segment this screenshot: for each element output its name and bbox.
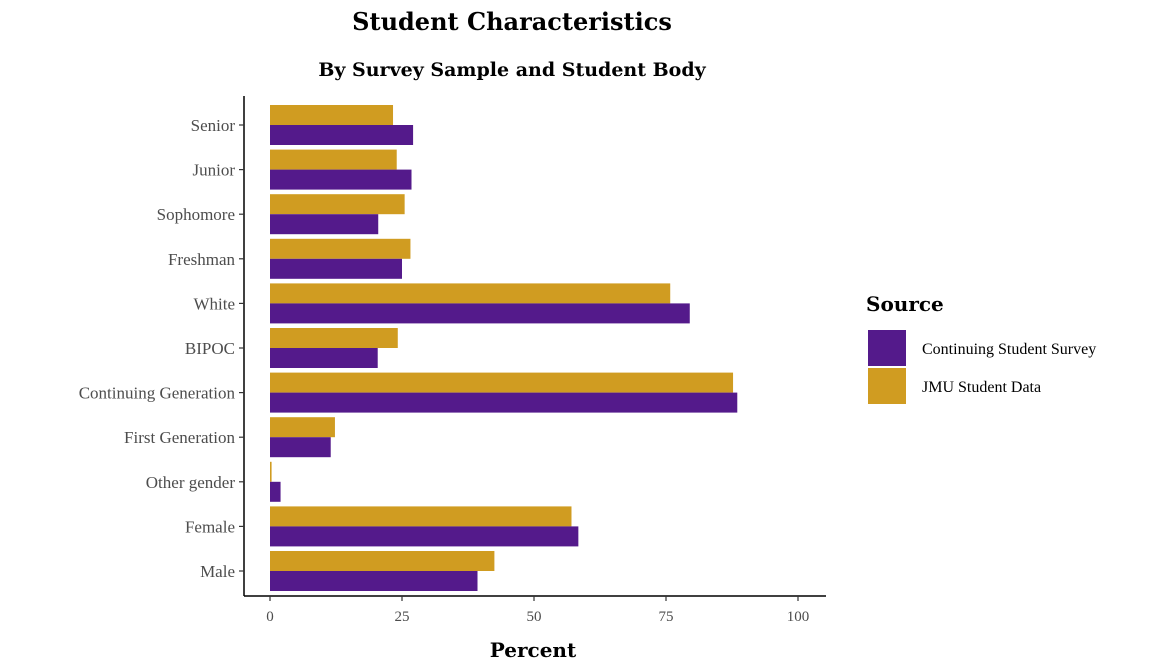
bar-survey-senior [270,125,414,145]
bar-survey-female [270,526,579,547]
x-tick-label-0: 0 [266,609,274,625]
y-tick-label-first-generation: First Generation [124,428,235,447]
bar-jmu-sophomore [270,194,405,215]
x-tick-label-100: 100 [787,609,810,625]
legend: Source Continuing Student Survey JMU Stu… [866,292,1096,404]
y-tick-label-female: Female [185,517,235,536]
legend-label-jmu: JMU Student Data [922,379,1041,396]
y-tick-label-junior: Junior [193,161,236,180]
bar-jmu-continuing-generation [270,372,734,393]
bars-group [270,105,738,591]
bar-jmu-senior [270,105,394,125]
legend-title: Source [866,292,944,316]
y-tick-label-bipoc: BIPOC [185,339,235,358]
legend-swatch-survey [868,330,906,366]
y-axis: Male Female Other gender First Generation Co… [79,96,245,596]
bar-jmu-white [270,283,671,304]
legend-label-survey: Continuing Student Survey [922,341,1096,358]
y-tick-label-continuing-generation: Continuing Generation [79,384,236,403]
bar-jmu-first-generation [270,417,335,438]
x-axis: 0 25 50 75 100 [244,595,826,625]
legend-swatch-jmu [868,368,906,404]
y-tick-label-other-gender: Other gender [146,473,236,492]
bar-survey-first-generation [270,437,331,458]
chart-subtitle: By Survey Sample and Student Body [318,59,706,81]
bar-survey-freshman [270,258,402,279]
chart-title: Student Characteristics [352,7,672,36]
x-axis-title: Percent [490,638,577,660]
bar-jmu-freshman [270,238,411,259]
y-tick-label-sophomore: Sophomore [157,205,235,224]
bar-survey-continuing-generation [270,392,738,413]
bar-jmu-female [270,506,572,527]
y-tick-label-white: White [193,294,235,313]
x-tick-label-75: 75 [659,609,674,625]
bar-jmu-male [270,551,495,571]
x-tick-label-50: 50 [527,609,542,625]
bar-survey-bipoc [270,348,378,368]
y-tick-label-male: Male [200,562,235,581]
bar-survey-sophomore [270,214,379,235]
bar-survey-male [270,571,478,591]
bar-jmu-junior [270,149,397,170]
x-tick-label-25: 25 [395,609,410,625]
bar-survey-junior [270,169,412,190]
bar-survey-other-gender [270,481,281,502]
y-tick-label-senior: Senior [191,116,236,135]
bar-jmu-bipoc [270,328,398,348]
bar-jmu-other-gender [270,461,272,482]
y-tick-label-freshman: Freshman [168,250,236,269]
bar-survey-white [270,303,690,324]
